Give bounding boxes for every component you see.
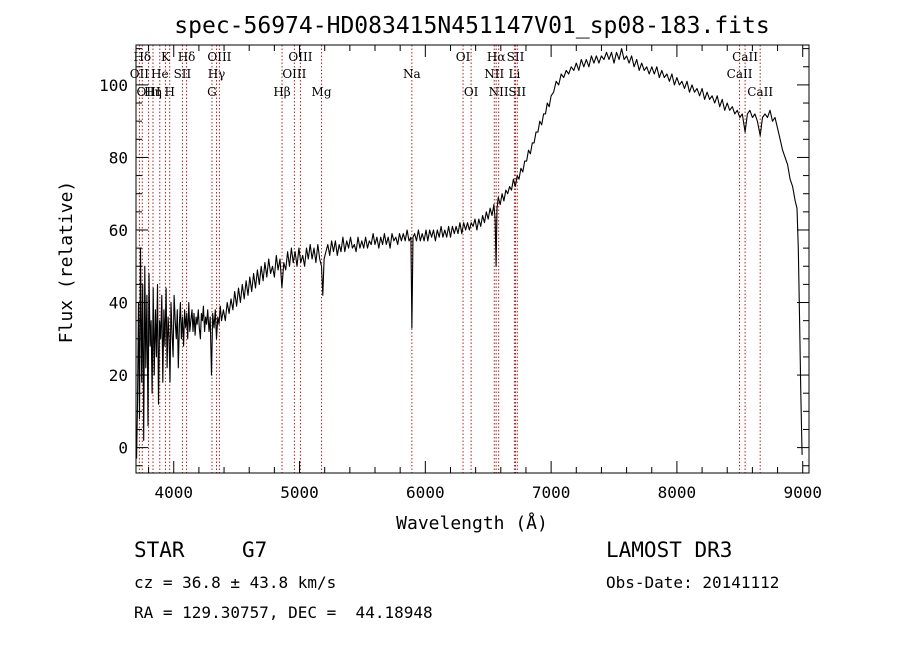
y-tick-label-2: 40 [109, 294, 128, 313]
plot-frame [135, 44, 810, 474]
line-label-9: OII [130, 67, 150, 81]
spectrum-line-0 [136, 48, 803, 459]
x-tick-label-1: 5000 [280, 483, 319, 502]
line-label-15: NII [484, 67, 504, 81]
survey-name: LAMOST DR3 [606, 538, 733, 562]
line-label-5: OI [456, 50, 471, 64]
y-axis-label: Flux (relative) [56, 181, 77, 344]
observation-date: Obs-Date: 20141112 [606, 573, 780, 592]
line-label-23: Mg [312, 85, 332, 99]
y-tick-label-3: 60 [109, 221, 128, 240]
line-label-11: SII [174, 67, 192, 81]
chart-title: spec-56974-HD083415N451147V01_sp08-183.f… [174, 13, 769, 39]
line-label-26: SII [508, 85, 526, 99]
line-label-0: Hδ [133, 50, 151, 64]
x-axis-ticks: 4000 5000 6000 7000 8000 9000 [148, 45, 822, 502]
object-class: STAR [134, 538, 185, 562]
line-label-1: K [161, 50, 171, 64]
line-label-6: Hα [487, 50, 506, 64]
line-label-27: CaII [747, 85, 773, 99]
y-tick-label-5: 100 [99, 76, 128, 95]
spectrum-series [136, 48, 803, 459]
redshift-velocity: cz = 36.8 ± 43.8 km/s [134, 573, 337, 592]
spectral-line-markers [138, 45, 761, 473]
line-label-18: OIII [137, 85, 161, 99]
line-label-25: NII [489, 85, 509, 99]
line-label-22: Hβ [273, 85, 290, 99]
line-label-4: OIII [288, 50, 312, 64]
object-subclass: G7 [242, 538, 268, 562]
line-label-19: Hη [144, 85, 162, 99]
y-axis-ticks: 0 20 40 60 80 100 [99, 48, 809, 467]
x-tick-label-4: 8000 [658, 483, 697, 502]
line-label-16: Li [508, 67, 520, 81]
line-label-8: CaII [732, 50, 758, 64]
line-label-7: SII [507, 50, 525, 64]
line-label-12: Hγ [208, 67, 226, 81]
line-label-17: CaII [727, 67, 753, 81]
line-label-21: G [207, 85, 217, 99]
line-label-2: Hδ [178, 50, 196, 64]
line-label-20: H [164, 85, 174, 99]
line-label-24: OI [464, 85, 479, 99]
x-axis-label: Wavelength (Å) [396, 512, 548, 534]
x-tick-label-2: 6000 [406, 483, 445, 502]
line-label-13: OIII [282, 67, 306, 81]
y-tick-label-0: 0 [118, 439, 128, 458]
x-tick-label-0: 4000 [154, 483, 193, 502]
line-label-10: He [151, 67, 169, 81]
line-label-14: Na [403, 67, 421, 81]
y-tick-label-1: 20 [109, 366, 128, 385]
x-tick-label-3: 7000 [532, 483, 571, 502]
coordinates: RA = 129.30757, DEC = 44.18948 [134, 603, 433, 622]
x-tick-label-5: 9000 [783, 483, 822, 502]
y-tick-label-4: 80 [109, 148, 128, 167]
line-label-3: OIII [207, 50, 231, 64]
